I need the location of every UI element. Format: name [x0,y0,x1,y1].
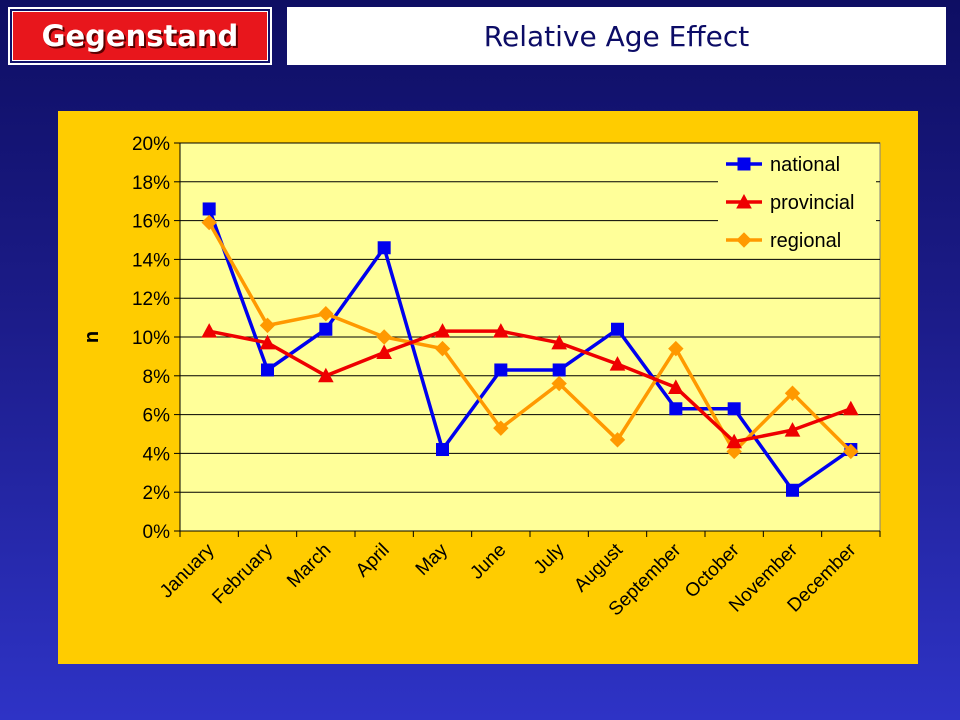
series-provincial [201,323,859,449]
data-point-provincial [784,422,801,437]
series-group [201,202,859,497]
y-tick-label: 4% [143,444,171,465]
legend-item-regional: regional [726,230,841,252]
data-point-provincial [376,344,393,360]
x-tick-label: July [530,539,569,578]
chart-area: 0% 2% 4% 6% 8% 10% 12% 14% 16% 18% 20% January Febr… [58,111,918,664]
data-point-national [786,483,799,497]
line-chart: 0%2%4%6%8%10%12%14%16%18%20% JanuaryFebr… [81,134,881,620]
y-tick-label: 0% [143,522,171,543]
data-point-provincial [609,356,626,371]
legend: national provincial regional [718,147,876,257]
y-axis-label: n [81,331,103,343]
data-point-regional [609,432,626,448]
x-tick-label: May [412,539,453,580]
data-point-provincial [259,334,276,350]
y-tick-label: 10% [132,328,170,349]
data-point-regional [843,443,859,460]
data-point-regional [434,340,451,357]
data-point-regional [551,375,567,392]
data-point-national [552,363,566,377]
data-point-national [319,322,333,336]
legend-item-provincial: provincial [726,192,854,214]
data-point-provincial [667,379,684,394]
data-point-national [669,402,683,416]
section-tag-label: Gegenstand [12,11,268,61]
data-point-national [436,443,449,457]
y-tick-label: 12% [132,289,170,310]
legend-marker [737,157,751,171]
x-tick-label: April [352,540,394,582]
data-point-regional [376,329,392,345]
data-point-provincial [551,334,568,350]
series-line-provincial [208,329,852,444]
series-line-national [207,208,852,493]
data-point-national [611,322,624,336]
x-tick-label: March [283,540,335,592]
data-point-provincial [492,323,509,338]
data-point-provincial [201,323,218,338]
data-point-national [494,363,508,377]
y-axis-ticks: 0% 2% 4% 6% 8% 10% 12% 14% 16% 18% 20% [132,134,180,543]
y-tick-label: 20% [132,134,170,155]
x-tick-label: June [466,540,510,584]
legend-label: regional [770,230,841,252]
legend-label: provincial [770,192,854,214]
data-point-national [727,402,741,416]
x-tick-label: August [570,539,627,596]
data-point-provincial [726,433,743,449]
data-point-provincial [317,367,334,383]
legend-marker [736,193,752,209]
data-point-regional [201,214,217,231]
y-tick-label: 6% [143,406,171,427]
legend-item-national: national [726,154,840,176]
y-tick-label: 14% [132,250,170,271]
y-tick-label: 8% [143,367,171,388]
y-tick-label: 18% [132,173,170,194]
data-point-provincial [842,400,859,416]
data-point-regional [493,420,509,436]
data-point-regional [668,340,684,357]
legend-marker [736,232,752,248]
y-tick-label: 16% [132,212,170,233]
y-tick-label: 2% [143,483,171,504]
data-point-national [202,202,216,216]
legend-label: national [770,154,840,176]
series-line-regional [207,221,853,455]
data-point-national [377,241,391,255]
data-point-provincial [434,323,451,338]
data-point-regional [784,385,801,401]
section-tag: Gegenstand [8,7,272,65]
data-point-national [261,363,274,377]
data-point-regional [318,306,334,322]
x-tick-label: February [208,539,277,608]
data-point-regional [259,317,276,334]
slide-title: Relative Age Effect [287,7,946,65]
